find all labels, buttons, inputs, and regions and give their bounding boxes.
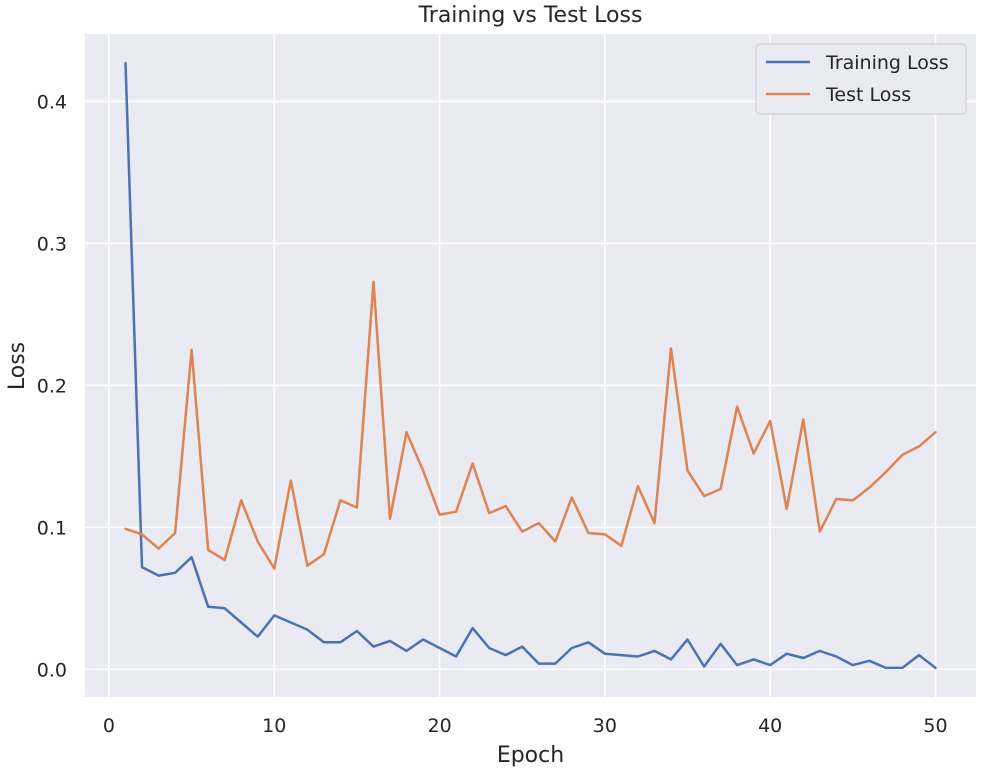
legend-label-training-loss: Training Loss: [825, 52, 949, 74]
plot-area: [85, 34, 976, 697]
y-tick-label: 0.3: [37, 233, 67, 255]
legend-label-test-loss: Test Loss: [825, 84, 911, 106]
x-tick-label: 20: [427, 715, 451, 737]
x-tick-label: 30: [593, 715, 617, 737]
series-lines: [124, 61, 937, 670]
series-line-test-loss: [124, 280, 937, 570]
x-tick-label: 0: [103, 715, 115, 737]
series-line-training-loss: [124, 61, 937, 670]
x-tick-labels: 0 10 20 30 40 50: [103, 715, 948, 737]
chart-title: Training vs Test Loss: [418, 3, 643, 28]
x-axis-title: Epoch: [497, 743, 564, 768]
x-tick-label: 10: [262, 715, 286, 737]
y-tick-labels: 0.0 0.1 0.2 0.3 0.4: [37, 91, 67, 681]
y-tick-label: 0.4: [37, 91, 67, 113]
x-tick-label: 50: [923, 715, 947, 737]
gridlines: [85, 34, 976, 697]
y-tick-label: 0.2: [37, 375, 67, 397]
x-tick-label: 40: [758, 715, 782, 737]
y-tick-label: 0.0: [37, 659, 67, 681]
legend: Training Loss Test Loss: [755, 43, 967, 115]
y-tick-label: 0.1: [37, 517, 67, 539]
y-axis-title: Loss: [5, 342, 30, 390]
